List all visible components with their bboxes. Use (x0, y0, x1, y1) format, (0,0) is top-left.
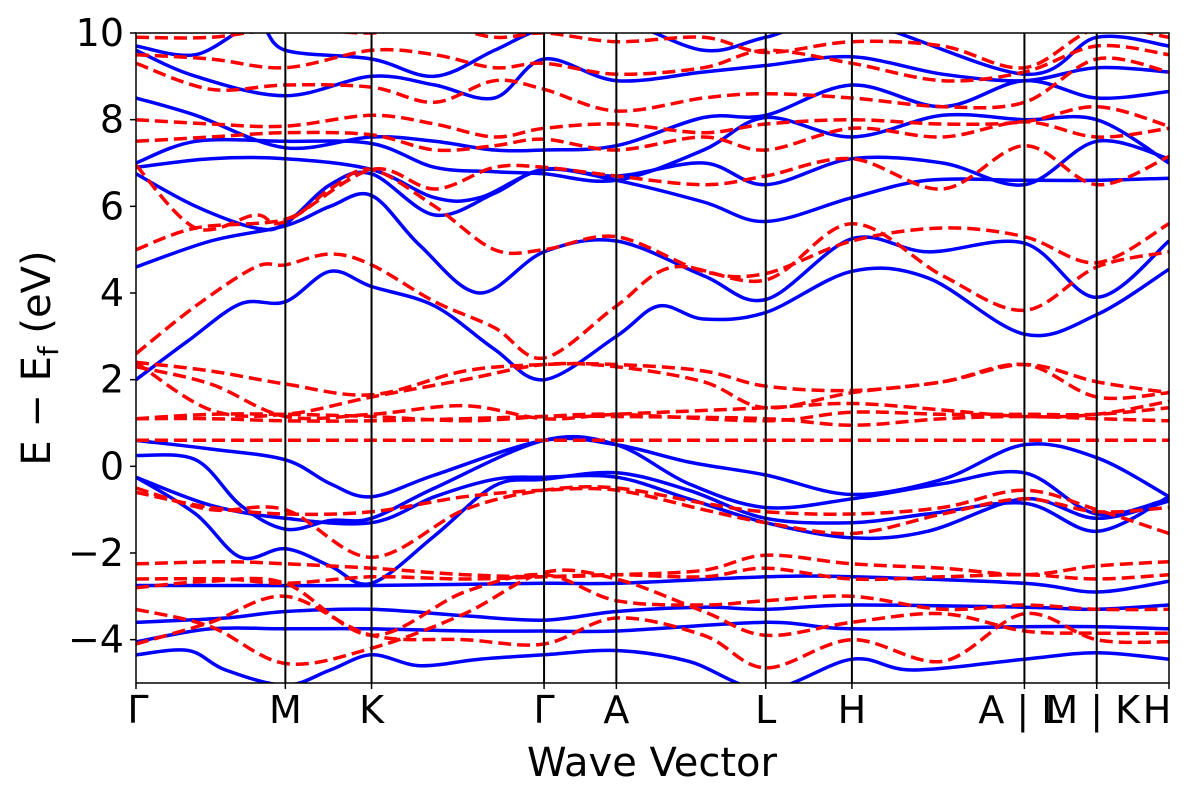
y-axis-label-main: E − E (14, 356, 60, 466)
solid-band-1 (136, 620, 1169, 644)
x-tick-label: Γ (533, 688, 554, 732)
high-symmetry-lines (284, 33, 1098, 683)
y-axis-label: E − Ef (eV) (14, 250, 65, 465)
solid-band-2 (136, 603, 1169, 625)
y-axis-ticks: −4 −2 0 2 4 6 8 10 (68, 11, 136, 662)
x-tick-label: A | L (978, 688, 1062, 733)
x-tick-label: H (1143, 688, 1172, 732)
dashed-band-5 (136, 485, 1169, 560)
x-axis-label: Wave Vector (527, 740, 778, 786)
dashed-band-18 (136, 56, 1169, 113)
dashed-band-6 (136, 486, 1169, 536)
x-tick-label: K (359, 688, 385, 732)
dashed-band-10 (136, 364, 1169, 421)
dashed-band-13 (136, 221, 1169, 360)
dashed-band-15 (136, 143, 1169, 232)
x-tick-label: L (755, 688, 776, 732)
band-lines (136, 33, 1169, 683)
solid-band-10 (136, 167, 1169, 232)
y-tick-label: 6 (100, 184, 124, 228)
y-tick-label: 4 (100, 271, 124, 315)
x-tick-label: M | K (1045, 688, 1141, 733)
dashed-band-0 (136, 594, 1169, 670)
y-axis-label-unit: (eV) (14, 250, 60, 346)
solid-band-13 (136, 78, 1169, 153)
solid-band-3 (136, 574, 1169, 594)
y-tick-label: −4 (68, 618, 124, 662)
dashed-band-19 (136, 43, 1169, 83)
solid-band-9 (136, 191, 1169, 303)
solid-band-5 (136, 473, 1169, 541)
x-tick-label: M (269, 688, 302, 732)
plot-frame (135, 32, 1170, 684)
dashed-band-1 (136, 568, 1169, 666)
x-tick-label: Γ (127, 688, 148, 732)
x-tick-label: A (603, 688, 629, 732)
dashed-band-12 (136, 360, 1169, 397)
y-tick-label: −2 (68, 531, 124, 575)
x-tick-label: H (838, 688, 867, 732)
dashed-band-4 (136, 553, 1169, 579)
y-tick-label: 0 (100, 444, 124, 488)
solid-band-8 (136, 266, 1169, 382)
dashed-band-20 (136, 33, 1169, 70)
y-tick-label: 8 (100, 98, 124, 142)
dashed-band-17 (136, 104, 1169, 139)
solid-band-11 (136, 138, 1169, 203)
y-tick-label: 2 (100, 358, 124, 402)
solid-band-15 (136, 33, 1169, 79)
y-axis-label-sub: f (32, 345, 65, 356)
y-tick-label: 10 (76, 11, 124, 55)
solid-band-12 (136, 112, 1169, 184)
dashed-band-11 (136, 360, 1169, 419)
solid-band-7 (136, 436, 1169, 499)
dashed-band-16 (136, 120, 1169, 153)
solid-band-0 (136, 648, 1169, 683)
